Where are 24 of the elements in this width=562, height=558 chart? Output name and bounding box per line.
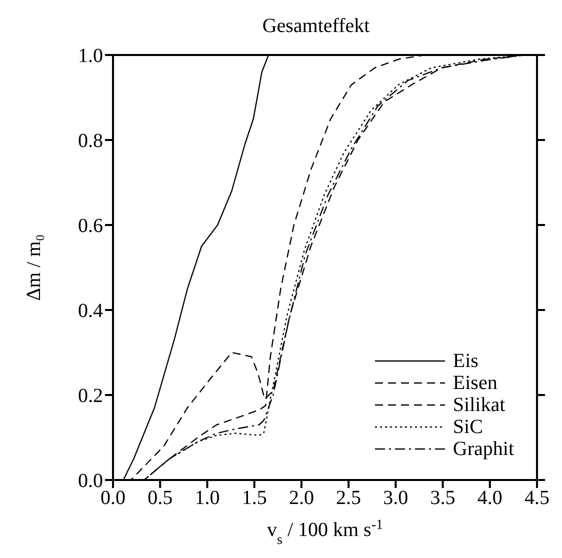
x-tick-label: 4.0 xyxy=(477,487,502,510)
y-tick-label: 0.6 xyxy=(78,215,103,238)
y-tick-label: 1.0 xyxy=(78,45,103,68)
x-tick-label: 0.5 xyxy=(148,487,173,510)
x-tick-label: 3.0 xyxy=(383,487,408,510)
y-tick-label: 0.8 xyxy=(78,130,103,152)
x-tick-label: 2.0 xyxy=(288,487,314,510)
legend-label: Graphit xyxy=(452,438,514,460)
x-tick-label: 3.5 xyxy=(430,487,456,510)
legend-label: Eisen xyxy=(452,372,498,394)
legend-label: SiC xyxy=(452,416,483,438)
x-tick-label: 4.5 xyxy=(524,487,550,510)
x-tick-label: 1.0 xyxy=(194,487,220,510)
x-tick-label: 1.5 xyxy=(242,487,267,510)
y-axis-title: Δm / m₀ xyxy=(23,234,46,301)
legend-label: Eis xyxy=(452,350,478,372)
y-tick-label: 0.2 xyxy=(78,385,103,408)
chart-title: Gesamteffekt xyxy=(261,14,371,39)
x-axis-title: v$_{s}$ / 100 km s$^{-1}$ xyxy=(266,518,384,548)
x-tick-label: 0.0 xyxy=(100,487,126,510)
x-tick-label: 2.5 xyxy=(336,487,362,510)
y-tick-label: 0.0 xyxy=(78,470,103,492)
legend-label: Silikat xyxy=(452,394,506,416)
y-tick-label: 0.4 xyxy=(78,300,103,322)
